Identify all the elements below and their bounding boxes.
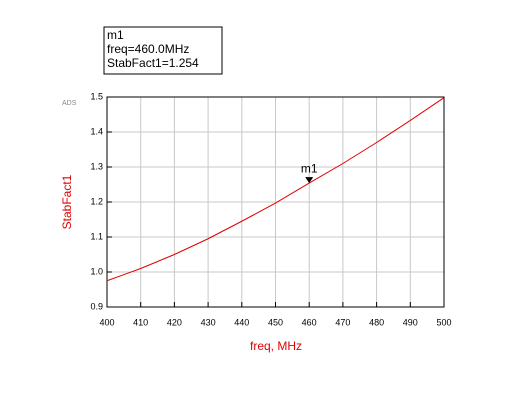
- y-tick-label: 1.4: [90, 126, 103, 136]
- y-tick-label: 1.3: [90, 161, 103, 171]
- y-tick-label: 0.9: [90, 301, 103, 311]
- x-tick-label: 420: [167, 317, 182, 327]
- x-tick-label: 500: [436, 317, 451, 327]
- x-tick-label: 430: [201, 317, 216, 327]
- y-tick-label: 1.1: [90, 231, 103, 241]
- marker-readout: StabFact1=1.254: [107, 56, 199, 70]
- x-tick-label: 440: [234, 317, 249, 327]
- marker-readout: freq=460.0MHz: [107, 42, 189, 56]
- x-tick-label: 400: [99, 317, 114, 327]
- x-tick-label: 460: [302, 317, 317, 327]
- marker-triangle: [305, 177, 314, 184]
- watermark: ADS: [62, 100, 77, 107]
- x-tick-label: 490: [403, 317, 418, 327]
- x-tick-label: 480: [369, 317, 384, 327]
- x-axis-label: freq, MHz: [250, 339, 302, 353]
- y-tick-label: 1.5: [90, 91, 103, 101]
- series-line: [106, 97, 445, 282]
- plot-frame: [106, 96, 445, 308]
- x-tick-label: 410: [133, 317, 148, 327]
- marker-readout-box: [103, 26, 223, 75]
- marker-readout-name: m1: [107, 28, 124, 42]
- x-tick-label: 470: [335, 317, 350, 327]
- y-axis-label: StabFact1: [60, 174, 74, 229]
- y-tick-label: 1.0: [90, 266, 103, 276]
- y-tick-label: 1.2: [90, 196, 103, 206]
- x-tick-label: 450: [268, 317, 283, 327]
- marker-label: m1: [301, 161, 318, 175]
